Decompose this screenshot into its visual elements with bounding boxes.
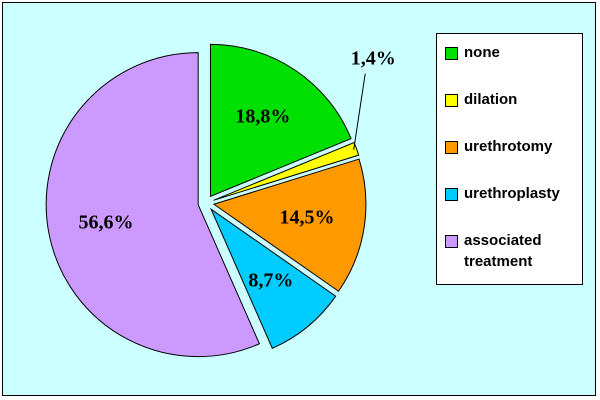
legend-swatch: [445, 94, 458, 107]
pie-slice: [209, 207, 337, 349]
pie-slice: [213, 141, 360, 201]
legend-item: urethroplasty: [445, 183, 576, 204]
legend-label: urethrotomy: [464, 138, 553, 155]
leader-line: [353, 73, 366, 150]
legend-swatch: [445, 141, 458, 154]
data-label: 56,6%: [78, 212, 133, 234]
legend-item: dilation: [445, 89, 576, 110]
data-label: 18,8%: [235, 106, 290, 128]
chart-area: 18,8% 1,4% 14,5% 8,7% 56,6% none dilation uret…: [2, 2, 596, 396]
legend-label: urethroplasty: [464, 185, 560, 202]
legend-swatch: [445, 188, 458, 201]
legend-swatch: [445, 235, 458, 248]
pie: 18,8% 1,4% 14,5% 8,7% 56,6%: [45, 43, 396, 358]
data-label: 8,7%: [248, 270, 293, 292]
legend-label: dilation: [464, 91, 518, 108]
data-label: 14,5%: [280, 206, 335, 228]
pie-slice: [212, 158, 367, 292]
legend-label: none: [464, 44, 500, 61]
legend-item: urethrotomy: [445, 136, 576, 157]
pie-slice: [45, 52, 261, 358]
legend: none dilation urethrotomy urethroplasty asso…: [436, 33, 583, 285]
legend-item: none: [445, 42, 576, 63]
pie-slice: [209, 43, 352, 198]
legend-item: associated treatment: [445, 230, 576, 272]
legend-swatch: [445, 47, 458, 60]
legend-label: associated treatment: [464, 232, 542, 270]
data-label: 1,4%: [351, 47, 396, 69]
